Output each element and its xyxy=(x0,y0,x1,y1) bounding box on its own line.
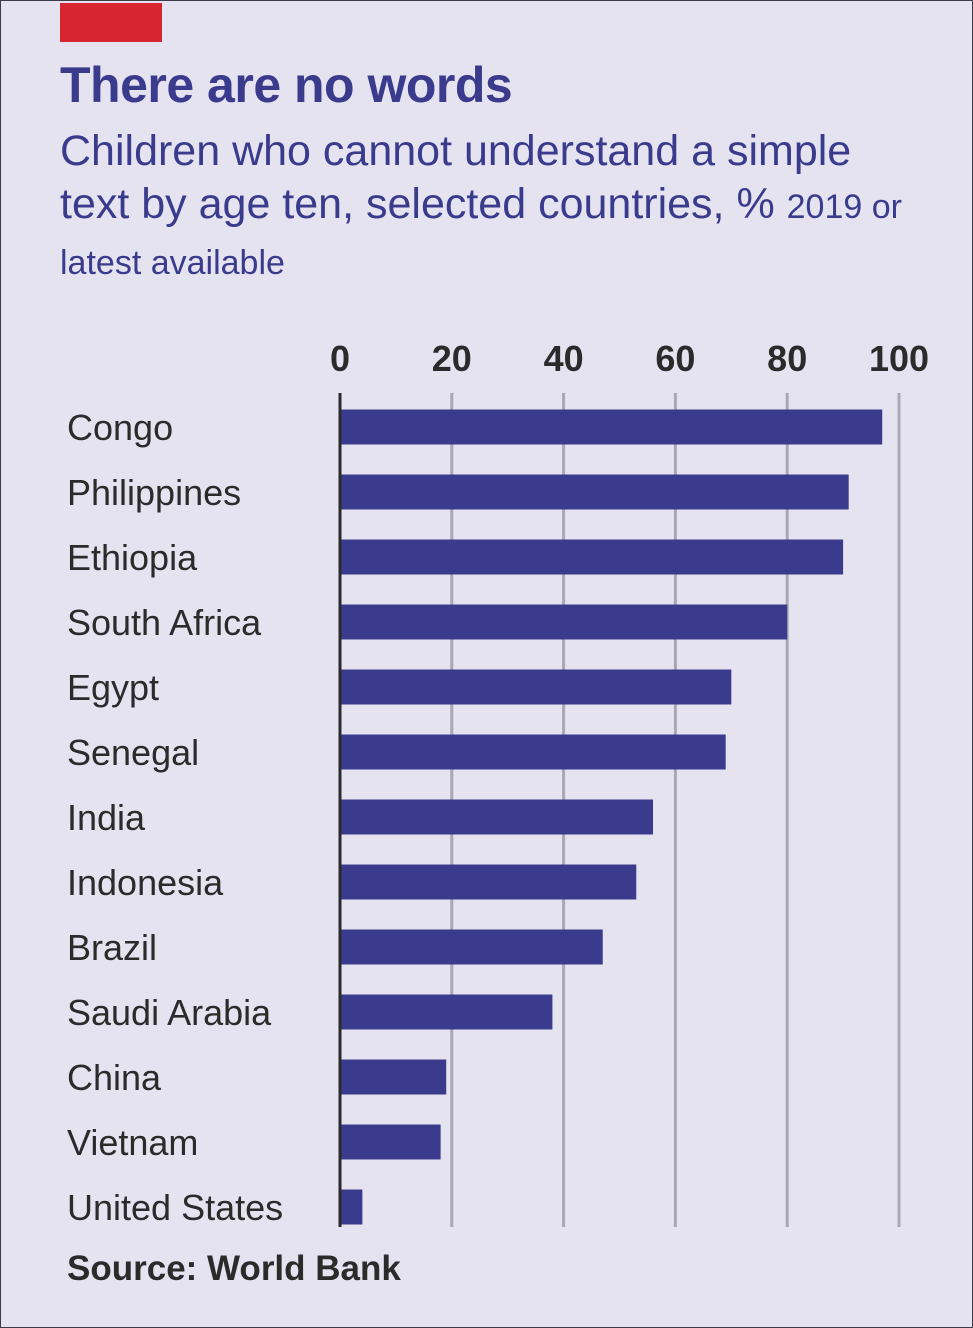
bar xyxy=(340,864,637,900)
bar xyxy=(340,734,726,770)
chart-subtitle: Children who cannot understand a simple … xyxy=(60,125,920,290)
category-label: Saudi Arabia xyxy=(67,992,272,1033)
category-label: India xyxy=(67,797,146,838)
bar xyxy=(340,1189,363,1225)
bar xyxy=(340,669,732,705)
category-label: Vietnam xyxy=(67,1122,198,1163)
bar xyxy=(340,604,788,640)
category-label: Indonesia xyxy=(67,862,224,903)
category-label: Ethiopia xyxy=(67,537,198,578)
category-label: China xyxy=(67,1057,162,1098)
bar xyxy=(340,1124,441,1160)
tick-label: 40 xyxy=(544,338,584,379)
bar xyxy=(340,1059,447,1095)
tick-label: 0 xyxy=(330,338,350,379)
bar xyxy=(340,539,844,575)
source-note: Source: World Bank xyxy=(67,1249,401,1288)
category-label: Congo xyxy=(67,407,173,448)
category-label: Senegal xyxy=(67,732,199,773)
bar xyxy=(340,929,603,965)
subtitle-text: Children who cannot understand a simple … xyxy=(60,127,852,228)
category-label: Brazil xyxy=(67,927,157,968)
bar xyxy=(340,994,553,1030)
category-label: United States xyxy=(67,1187,283,1228)
chart-title: There are no words xyxy=(60,57,513,113)
category-label: Philippines xyxy=(67,472,241,513)
tick-label: 20 xyxy=(432,338,472,379)
bar xyxy=(340,799,654,835)
bar xyxy=(340,474,849,510)
accent-bar xyxy=(60,3,162,42)
category-label: South Africa xyxy=(67,602,262,643)
category-label: Egypt xyxy=(67,667,159,708)
tick-label: 60 xyxy=(655,338,695,379)
bar xyxy=(340,409,883,445)
subtitle-note: 2019 or latest available xyxy=(60,188,902,282)
tick-label: 80 xyxy=(767,338,807,379)
tick-label: 100 xyxy=(869,338,929,379)
